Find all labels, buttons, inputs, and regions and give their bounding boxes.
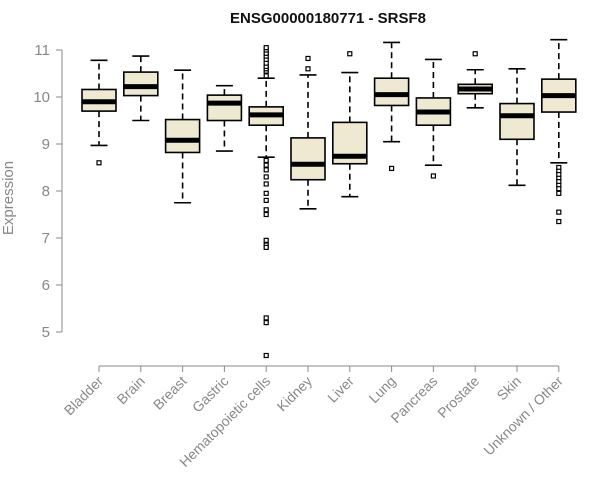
- outlier-point: [430, 173, 436, 179]
- outlier-point: [263, 181, 269, 187]
- box-prostate: [457, 51, 494, 109]
- box-breast: [164, 69, 201, 204]
- outlier-point: [263, 352, 269, 359]
- x-tick-label: Skin: [494, 373, 525, 404]
- outlier-point: [556, 186, 562, 192]
- outlier-point: [263, 45, 269, 51]
- y-tick-label: 5: [42, 324, 50, 341]
- box-gastric: [206, 84, 243, 152]
- y-axis-label: Expression: [0, 161, 17, 235]
- box-iqr: [290, 137, 326, 181]
- box-liver: [331, 51, 368, 198]
- outlier-point: [263, 73, 269, 79]
- box-iqr: [123, 71, 159, 97]
- outlier-point: [263, 174, 269, 180]
- x-tick-label: Prostate: [434, 373, 482, 421]
- outlier-point: [263, 197, 269, 203]
- box-kidney: [290, 55, 326, 210]
- outlier-point: [263, 162, 269, 168]
- x-tick-label: Liver: [324, 373, 357, 406]
- outlier-point: [347, 51, 353, 57]
- outlier-point: [263, 237, 269, 243]
- outlier-point: [556, 218, 562, 225]
- outlier-point: [556, 190, 562, 196]
- box-lung: [373, 41, 410, 172]
- box-series: [81, 38, 577, 359]
- y-tick-label: 8: [42, 183, 50, 200]
- outlier-point: [263, 244, 269, 250]
- outlier-point: [305, 66, 311, 72]
- box-iqr: [164, 118, 201, 154]
- box-unknown-other: [540, 38, 577, 225]
- box-skin: [499, 68, 535, 187]
- y-axis: 5 6 7 8 9 10 11: [33, 42, 63, 341]
- y-tick-label: 9: [42, 136, 50, 153]
- x-tick-label: Bladder: [61, 373, 107, 419]
- y-tick-label: 7: [42, 230, 50, 247]
- x-tick-label: Brain: [113, 373, 147, 407]
- box-brain: [123, 55, 159, 122]
- outlier-point: [305, 55, 311, 62]
- chart-title: ENSG00000180771 - SRSF8: [230, 10, 426, 27]
- box-pancreas: [415, 58, 452, 179]
- outlier-point: [472, 51, 478, 57]
- outlier-point: [556, 209, 562, 215]
- x-tick-label: Unknown / Other: [480, 373, 566, 459]
- outlier-point: [263, 207, 269, 213]
- box-iqr: [499, 102, 535, 141]
- outlier-point: [263, 190, 269, 196]
- box-hematopoietic-cells: [248, 45, 284, 359]
- y-tick-label: 10: [33, 89, 50, 106]
- x-tick-label: Kidney: [274, 373, 316, 415]
- box-bladder: [81, 59, 117, 166]
- outlier-point: [389, 165, 395, 172]
- y-tick-label: 6: [42, 277, 50, 294]
- outlier-point: [263, 211, 269, 218]
- x-tick-label: Breast: [150, 373, 190, 413]
- outlier-point: [263, 157, 269, 164]
- y-tick-label: 11: [34, 42, 50, 59]
- outlier-point: [263, 167, 269, 173]
- outlier-point: [263, 320, 269, 326]
- outlier-point: [96, 160, 102, 166]
- box-iqr: [373, 77, 410, 107]
- box-iqr: [206, 94, 243, 122]
- x-tick-label: Lung: [365, 373, 398, 406]
- outlier-point: [263, 315, 269, 321]
